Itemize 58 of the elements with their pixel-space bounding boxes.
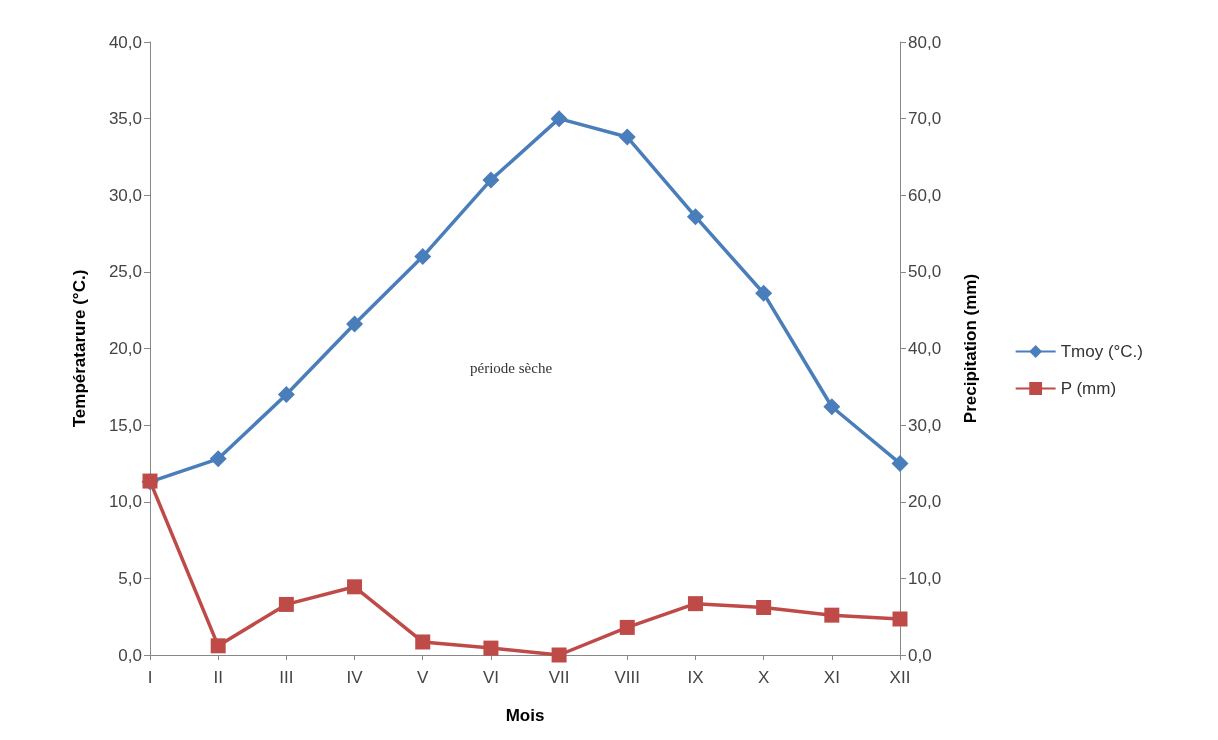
point <box>686 208 704 226</box>
x-tick-label: XI <box>823 668 840 687</box>
x-tick-label: VI <box>482 668 499 687</box>
y-tick-label: 20,0 <box>108 339 142 358</box>
legend-label: Tmoy (°C.) <box>1060 342 1143 361</box>
y2-tick-label: 40,0 <box>908 339 942 358</box>
point <box>551 647 567 663</box>
annotation: période sèche <box>470 359 553 376</box>
y-tick-label: 25,0 <box>108 262 142 282</box>
point <box>277 385 295 403</box>
x-tick-label: XII <box>889 668 911 687</box>
y-tick-label: 30,0 <box>108 185 142 205</box>
y-tick-label: 10,0 <box>108 492 142 512</box>
x-tick-label: IV <box>346 668 364 687</box>
point <box>482 171 500 189</box>
x-tick-label: VII <box>548 668 570 687</box>
y-tick-label: 0,0 <box>118 645 142 665</box>
point <box>210 638 226 654</box>
x-tick-label: I <box>147 668 153 687</box>
point <box>550 110 568 128</box>
y-tick-label: 5,0 <box>118 568 142 588</box>
legend-label: P (mm) <box>1060 379 1117 398</box>
y-tick-label: 35,0 <box>108 109 142 129</box>
y2-tick-label: 10,0 <box>908 568 942 588</box>
y-axis-title: Températarure (°C.) <box>70 269 89 428</box>
point <box>618 128 636 146</box>
y2-axis-title: Precipitation (mm) <box>961 273 980 424</box>
y2-tick-label: 0,0 <box>908 645 932 665</box>
point <box>414 248 432 266</box>
x-tick-label: X <box>757 668 770 687</box>
x-axis-title: Mois <box>505 706 545 725</box>
x-tick-label: V <box>417 668 430 687</box>
point <box>346 315 364 333</box>
y2-tick-label: 50,0 <box>908 262 942 282</box>
point <box>892 611 908 627</box>
y2-tick-label: 60,0 <box>908 185 942 205</box>
point <box>824 607 840 623</box>
y2-tick-label: 30,0 <box>908 415 942 435</box>
y-tick-label: 15,0 <box>108 415 142 435</box>
point <box>347 579 363 595</box>
x-tick-label: III <box>279 668 294 687</box>
point <box>756 599 772 615</box>
y2-tick-label: 20,0 <box>908 492 942 512</box>
x-tick-label: II <box>213 668 223 687</box>
point <box>619 619 635 635</box>
point <box>755 284 773 302</box>
point <box>415 634 431 650</box>
y2-tick-label: 70,0 <box>908 109 942 129</box>
x-tick-label: IX <box>687 668 704 687</box>
point <box>891 454 909 472</box>
point <box>278 596 294 612</box>
point <box>687 596 703 612</box>
point <box>823 398 841 416</box>
y-tick-label: 40,0 <box>108 32 142 52</box>
point <box>483 640 499 656</box>
x-tick-label: VIII <box>614 668 641 687</box>
y2-tick-label: 80,0 <box>908 32 942 52</box>
point <box>209 450 227 468</box>
